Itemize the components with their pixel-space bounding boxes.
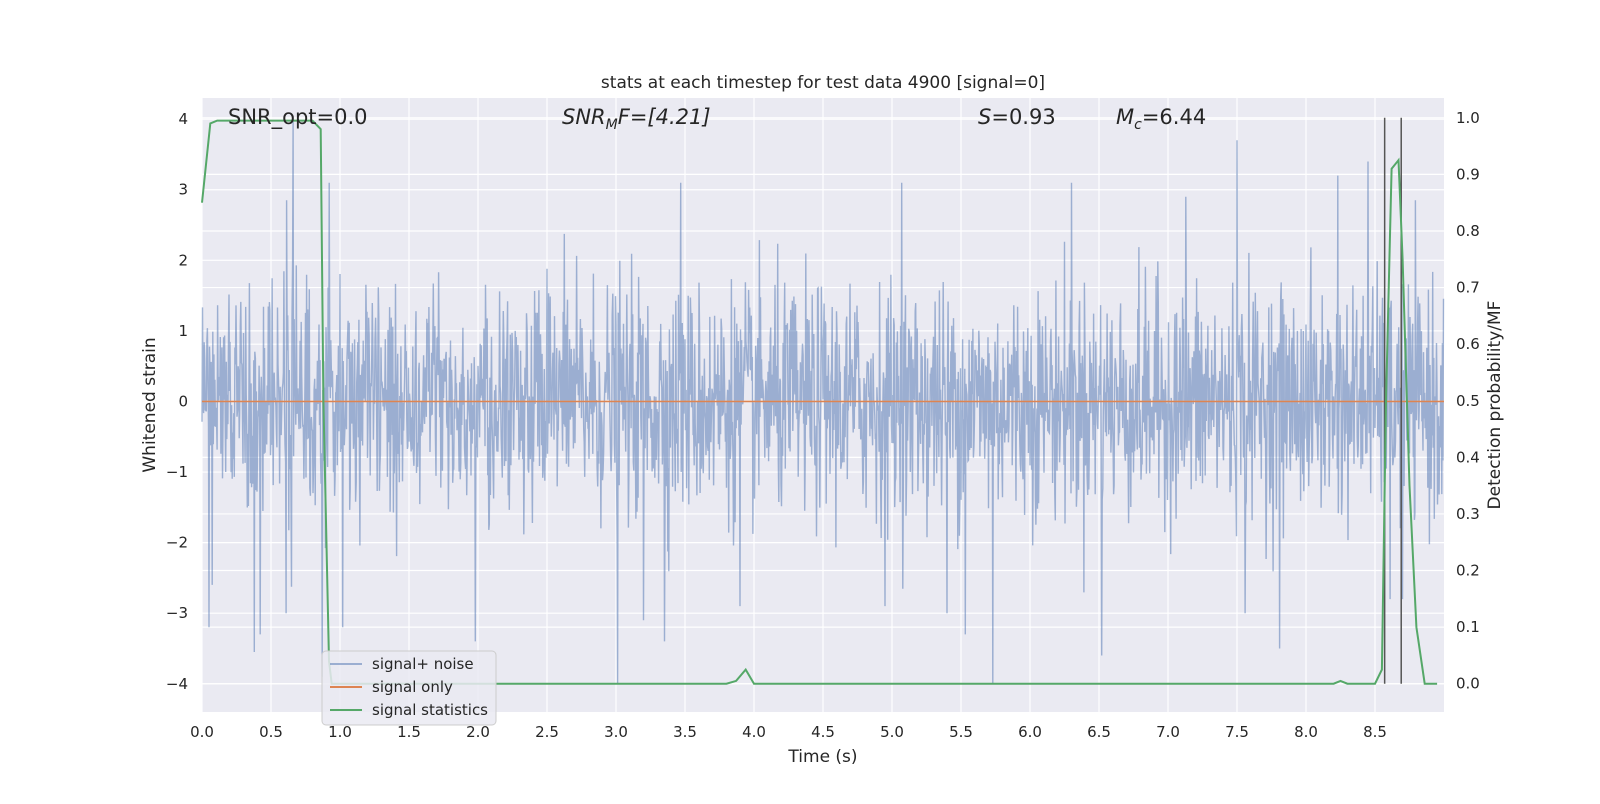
series-signal-statistics <box>201 119 1438 685</box>
x-tick-label: 4.0 <box>742 723 766 741</box>
legend-label-signal-only: signal only <box>372 678 453 696</box>
legend: signal+ noise signal only signal statist… <box>321 650 497 726</box>
x-tick-label: 7.5 <box>1225 723 1249 741</box>
x-axis-label: Time (s) <box>787 747 857 767</box>
y2-axis-label: Detection probability/MF <box>1485 301 1505 510</box>
y-tick-label: −1 <box>166 463 188 481</box>
legend-box <box>321 650 497 726</box>
y-tick-label: 3 <box>178 181 188 199</box>
annotation-s: S=0.93 <box>978 105 1056 129</box>
x-tick-label: 2.5 <box>535 723 559 741</box>
annotation-snr-opt: SNR_opt=0.0 <box>228 105 368 130</box>
x-tick-label: 7.0 <box>1156 723 1180 741</box>
annotation-snr-mf: SNRMF=[4.21] <box>562 105 711 133</box>
x-tick-label: 3.0 <box>604 723 628 741</box>
ticks-layer: 0.0 0.5 1.0 1.5 2.0 2.5 3.0 3.5 4.0 4.5 5.0 5.5 6.0 6… <box>166 109 1480 741</box>
annotation-mc: Mc=6.44 <box>1116 105 1206 133</box>
y-tick-label: 1 <box>178 322 188 340</box>
y2-tick-label: 0.6 <box>1456 335 1480 353</box>
legend-label-signal-noise: signal+ noise <box>372 655 474 673</box>
y-tick-label: −4 <box>166 675 188 693</box>
x-tick-label: 1.0 <box>328 723 352 741</box>
x-tick-label: 5.0 <box>880 723 904 741</box>
y-tick-label: 2 <box>178 251 188 269</box>
y-tick-label: 0 <box>178 392 188 410</box>
x-tick-label: 1.5 <box>397 723 421 741</box>
y2-tick-label: 0.3 <box>1456 505 1480 523</box>
annotation-snr-mf-value: F=[4.21] <box>618 105 711 129</box>
y2-tick-label: 0.1 <box>1456 618 1480 636</box>
y2-tick-label: 0.2 <box>1456 562 1480 580</box>
x-tick-label: 4.5 <box>811 723 835 741</box>
x-tick-label: 5.5 <box>949 723 973 741</box>
signal-statistics-line <box>201 119 1438 685</box>
y2-tick-label: 0.8 <box>1456 222 1480 240</box>
series-signal-noise <box>201 119 1445 684</box>
y2-tick-label: 0.9 <box>1456 165 1480 183</box>
y2-tick-label: 0.4 <box>1456 448 1480 466</box>
chart-title: stats at each timestep for test data 490… <box>601 73 1045 93</box>
annotation-snr-mf-subscript: M <box>606 117 618 133</box>
annotation-mc-symbol: M <box>1116 105 1134 129</box>
y-tick-label: −2 <box>166 534 188 552</box>
annotation-snr-mf-symbol: SNR <box>562 105 606 129</box>
y-axis-label: Whitened strain <box>140 337 160 472</box>
y2-tick-label: 0.7 <box>1456 279 1480 297</box>
x-tick-label: 8.5 <box>1363 723 1387 741</box>
signal-noise-line <box>201 119 1445 684</box>
annotation-mc-value: =6.44 <box>1142 105 1206 129</box>
x-tick-label: 6.0 <box>1018 723 1042 741</box>
y2-tick-label: 1.0 <box>1456 109 1480 127</box>
legend-label-signal-statistics: signal statistics <box>372 701 488 719</box>
annotation-s-value: =0.93 <box>991 105 1055 129</box>
x-tick-label: 0.0 <box>190 723 214 741</box>
annotation-mc-subscript: c <box>1134 117 1142 133</box>
x-tick-label: 6.5 <box>1087 723 1111 741</box>
x-tick-label: 3.5 <box>673 723 697 741</box>
x-tick-label: 8.0 <box>1294 723 1318 741</box>
y2-tick-label: 0.5 <box>1456 392 1480 410</box>
y-tick-label: 4 <box>178 110 188 128</box>
x-tick-label: 2.0 <box>466 723 490 741</box>
annotation-s-symbol: S <box>978 105 991 129</box>
x-tick-label: 0.5 <box>259 723 283 741</box>
y2-tick-label: 0.0 <box>1456 675 1480 693</box>
y-tick-label: −3 <box>166 604 188 622</box>
